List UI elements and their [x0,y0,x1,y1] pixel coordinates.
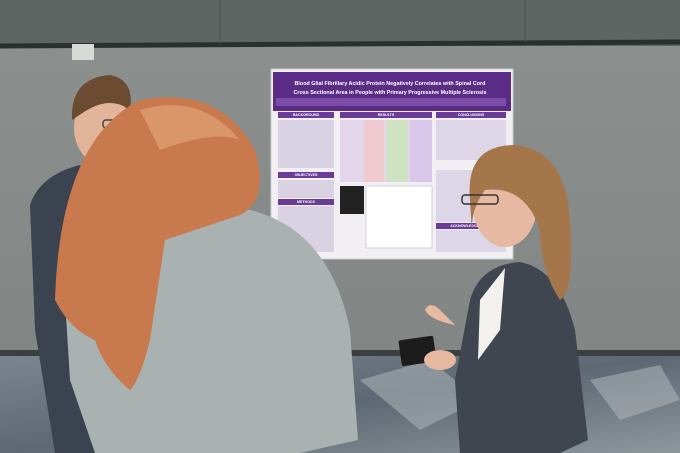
section-band [436,223,506,229]
spine-image [340,186,364,214]
outlet [72,44,94,60]
section-heading: ACKNOWLEDGEMENTS [450,224,492,228]
section-band [278,199,334,205]
section-band [340,112,432,118]
table-column [386,120,408,182]
table-column [364,120,384,182]
upper-wall [0,0,680,46]
text-block [278,120,334,168]
section-heading: OBJECTIVES [295,173,318,177]
section-heading: CONCLUSIONS [458,113,485,117]
text-block [278,180,334,198]
person-presenter [398,145,588,453]
section-band [278,112,334,118]
section-heading: RESULTS [378,113,395,117]
person-red-hair [55,97,358,453]
poster-title: Blood Glial Fibrillary Acidic Protein Ne… [295,81,486,87]
authors-band [276,98,506,106]
poster-title: Cross Sectional Area in People with Prim… [293,90,486,96]
section-heading: BACKGROUND [293,113,320,117]
section-heading: METHODS [297,200,316,204]
section-band [278,172,334,178]
poster: Blood Glial Fibrillary Acidic Protein Ne… [270,68,514,260]
carpet-pattern [360,360,680,430]
plots [365,185,433,249]
section-band [436,112,506,118]
table-column [410,120,432,182]
wall-rail [0,39,680,49]
